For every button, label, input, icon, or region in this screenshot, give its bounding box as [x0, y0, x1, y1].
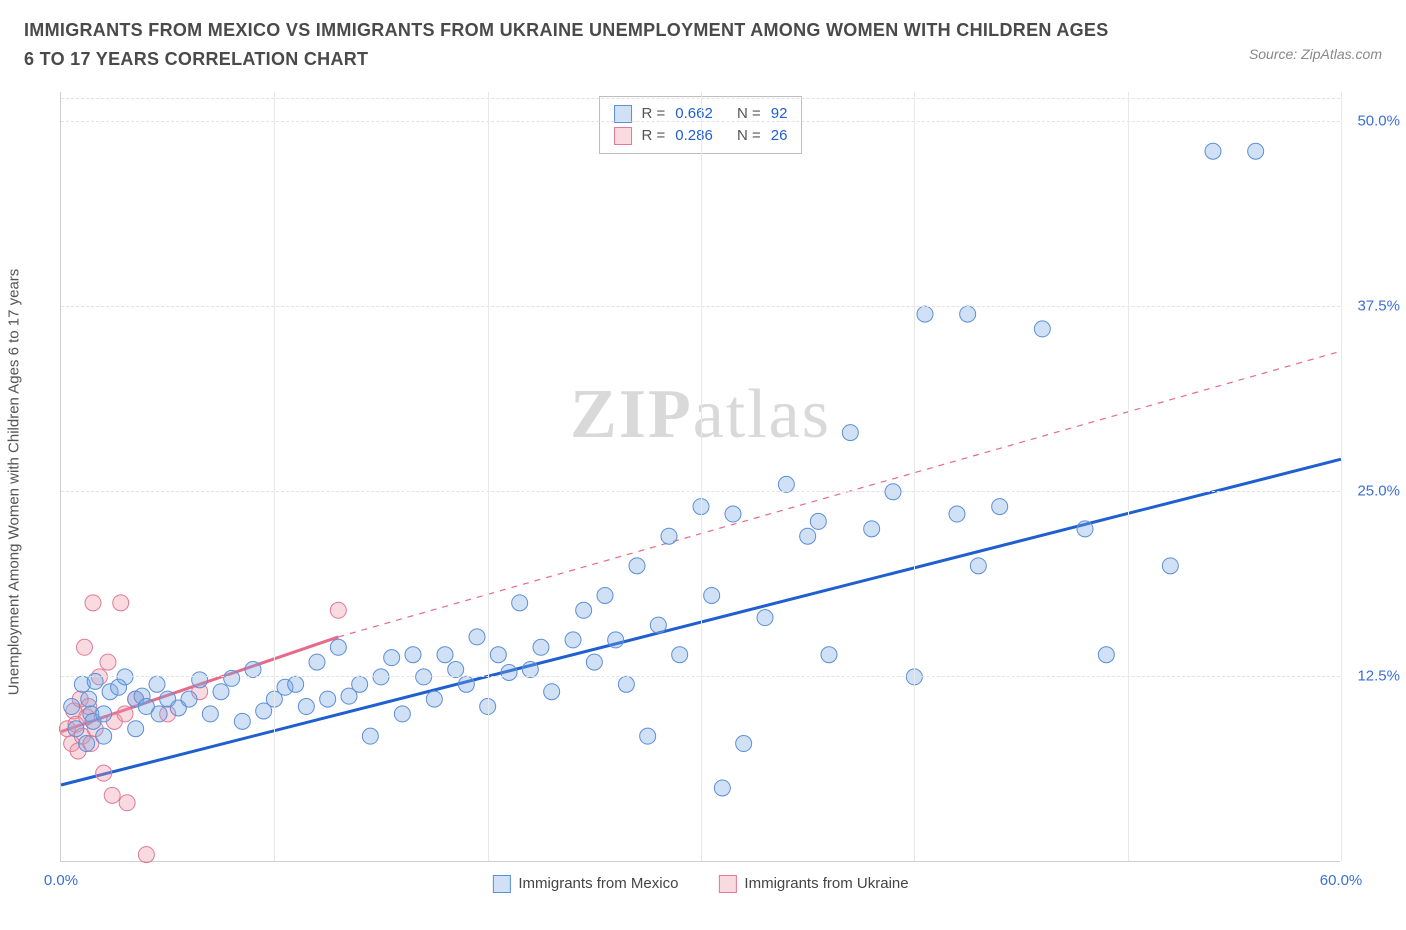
x-tick-label: 0.0% [44, 872, 78, 889]
plot-area: ZIPatlas R = 0.662 N = 92 R = 0.286 N = … [60, 92, 1340, 862]
bottom-legend: Immigrants from Mexico Immigrants from U… [492, 875, 908, 893]
title-bar: IMMIGRANTS FROM MEXICO VS IMMIGRANTS FRO… [0, 0, 1406, 82]
chart-title: IMMIGRANTS FROM MEXICO VS IMMIGRANTS FRO… [24, 16, 1124, 74]
y-tick-label: 37.5% [1344, 298, 1400, 315]
swatch-ukraine-icon [718, 875, 736, 893]
swatch-mexico-icon [492, 875, 510, 893]
y-tick-label: 25.0% [1344, 483, 1400, 500]
legend-item-mexico: Immigrants from Mexico [492, 875, 678, 893]
x-tick-label: 60.0% [1320, 872, 1363, 889]
legend-label-mexico: Immigrants from Mexico [518, 875, 678, 892]
legend-label-ukraine: Immigrants from Ukraine [744, 875, 908, 892]
y-tick-label: 12.5% [1344, 668, 1400, 685]
chart-wrap: Unemployment Among Women with Children A… [0, 82, 1406, 902]
y-axis-title: Unemployment Among Women with Children A… [6, 268, 23, 695]
legend-item-ukraine: Immigrants from Ukraine [718, 875, 908, 893]
source-label: Source: ZipAtlas.com [1249, 16, 1382, 62]
y-tick-label: 50.0% [1344, 113, 1400, 130]
